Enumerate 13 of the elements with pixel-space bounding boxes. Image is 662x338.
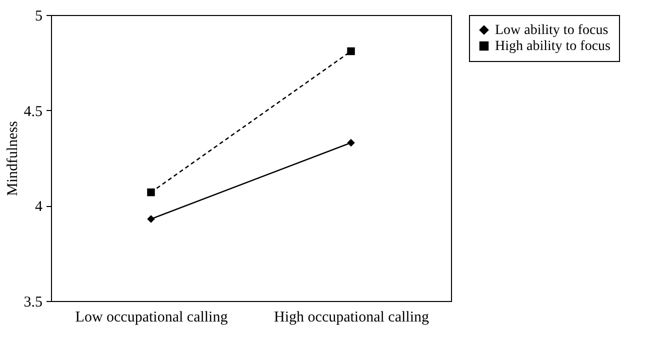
point xyxy=(347,47,355,56)
point xyxy=(147,215,155,223)
y-tick-label: 5 xyxy=(35,8,42,24)
x-tick-label: Low occupational calling xyxy=(75,310,228,326)
point xyxy=(147,188,155,196)
x-tick-label: High occupational calling xyxy=(274,310,430,326)
y-tick-label: 4 xyxy=(35,199,43,216)
y-tick-label: 3.5 xyxy=(24,294,42,310)
point xyxy=(347,138,355,147)
y-tick-label: 4.5 xyxy=(24,104,42,120)
legend-label: Low ability to focus xyxy=(495,23,608,38)
legend-label: High ability to focus xyxy=(495,39,610,54)
y-axis-title: Mindfulness xyxy=(4,120,21,196)
